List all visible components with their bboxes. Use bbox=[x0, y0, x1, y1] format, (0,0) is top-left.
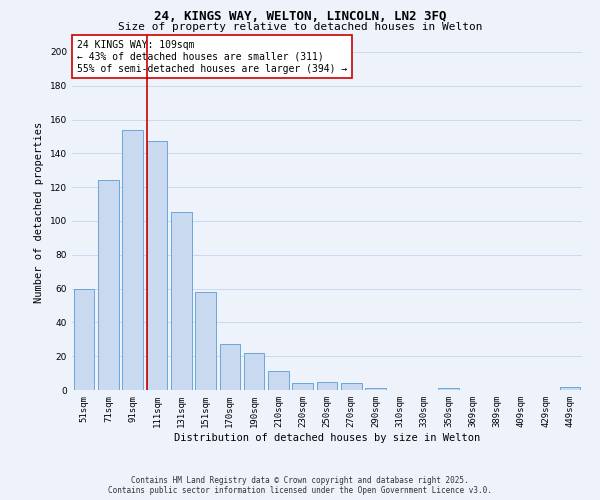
Bar bbox=[74, 288, 94, 390]
Bar bbox=[244, 353, 265, 390]
Bar bbox=[122, 130, 143, 390]
Text: Contains HM Land Registry data © Crown copyright and database right 2025.
Contai: Contains HM Land Registry data © Crown c… bbox=[108, 476, 492, 495]
Bar bbox=[341, 383, 362, 390]
Bar bbox=[220, 344, 240, 390]
Text: 24 KINGS WAY: 109sqm
← 43% of detached houses are smaller (311)
55% of semi-deta: 24 KINGS WAY: 109sqm ← 43% of detached h… bbox=[77, 40, 347, 74]
Y-axis label: Number of detached properties: Number of detached properties bbox=[34, 122, 44, 303]
Bar bbox=[560, 386, 580, 390]
Bar bbox=[98, 180, 119, 390]
X-axis label: Distribution of detached houses by size in Welton: Distribution of detached houses by size … bbox=[174, 432, 480, 442]
Bar bbox=[268, 372, 289, 390]
Bar bbox=[146, 142, 167, 390]
Bar bbox=[292, 383, 313, 390]
Bar bbox=[195, 292, 216, 390]
Bar bbox=[365, 388, 386, 390]
Text: Size of property relative to detached houses in Welton: Size of property relative to detached ho… bbox=[118, 22, 482, 32]
Bar bbox=[171, 212, 191, 390]
Text: 24, KINGS WAY, WELTON, LINCOLN, LN2 3FQ: 24, KINGS WAY, WELTON, LINCOLN, LN2 3FQ bbox=[154, 10, 446, 23]
Bar bbox=[438, 388, 459, 390]
Bar bbox=[317, 382, 337, 390]
